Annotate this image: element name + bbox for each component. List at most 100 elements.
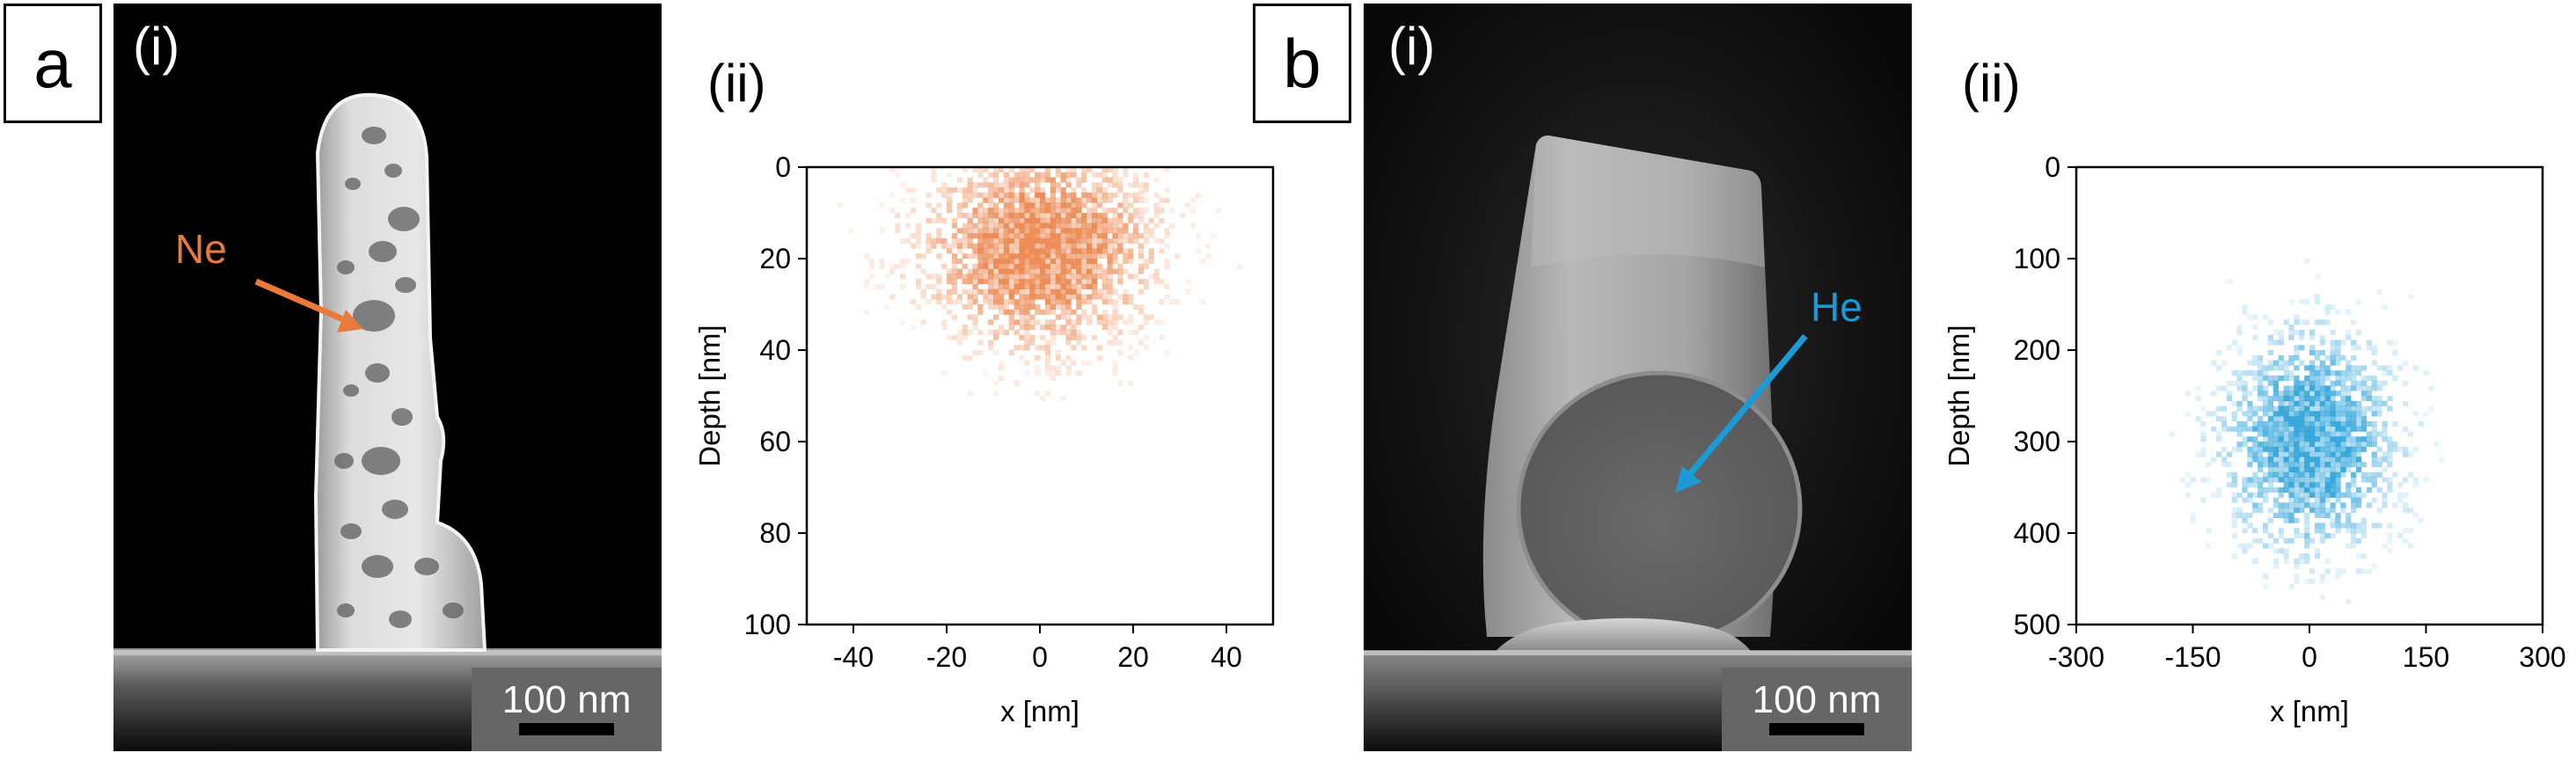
he-heatmap-cell: [2345, 446, 2352, 452]
he-heatmap-cell: [2294, 314, 2300, 320]
ne-heatmap-cell: [962, 289, 968, 295]
he-heatmap-cell: [2330, 482, 2336, 488]
ne-heatmap-cell: [1087, 314, 1093, 320]
he-heatmap-cell: [2299, 442, 2305, 448]
he-heatmap-cell: [2267, 406, 2274, 412]
he-heatmap-cell: [2184, 391, 2191, 397]
ne-heatmap-cell: [967, 228, 973, 234]
he-heatmap-cell: [2283, 477, 2289, 483]
he-heatmap-cell: [2403, 446, 2409, 452]
ne-heatmap-cell: [1008, 263, 1014, 269]
he-heatmap-cell: [2242, 426, 2248, 432]
he-heatmap-cell: [2314, 400, 2321, 406]
he-heatmap-cell: [2236, 442, 2243, 448]
he-heatmap-cell: [2340, 442, 2346, 448]
ne-heatmap-cell: [915, 223, 921, 229]
ne-heatmap-cell: [1107, 340, 1113, 346]
ne-heatmap-cell: [977, 279, 984, 285]
he-heatmap-cell: [2345, 334, 2352, 340]
he-heatmap-cell: [2412, 482, 2419, 488]
ne-heatmap-cell: [962, 243, 968, 249]
ne-heatmap-cell: [1143, 233, 1149, 239]
ne-heatmap-cell: [1003, 192, 1009, 198]
he-heatmap-cell: [2267, 340, 2274, 346]
he-heatmap-cell: [2356, 370, 2362, 376]
ne-heatmap-cell: [988, 192, 994, 198]
ne-heatmap-cell: [1040, 243, 1046, 249]
he-heatmap-cell: [2356, 365, 2362, 371]
ne-heatmap-cell: [1024, 213, 1030, 219]
ne-heatmap-cell: [972, 279, 978, 285]
ne-heatmap-cell: [868, 263, 875, 269]
ne-heatmap-cell: [1003, 238, 1009, 244]
he-heatmap-cell: [2294, 385, 2300, 391]
ne-heatmap-cell: [1138, 182, 1145, 188]
he-heatmap-cell: [2263, 406, 2269, 412]
he-heatmap-cell: [2345, 416, 2352, 422]
he-heatmap-cell: [2258, 375, 2264, 381]
he-heatmap-cell: [2304, 462, 2310, 468]
he-heatmap-cell: [2236, 329, 2243, 335]
he-heatmap-cell: [2335, 466, 2341, 472]
he-heatmap-cell: [2258, 487, 2264, 493]
he-heatmap-cell: [2387, 451, 2393, 457]
ne-heatmap-cell: [1164, 259, 1170, 265]
he-heatmap-cell: [2299, 553, 2305, 559]
ne-heatmap-cell: [1143, 208, 1149, 214]
he-heatmap-cell: [2304, 543, 2310, 549]
he-heatmap-cell: [2236, 385, 2243, 391]
ne-heatmap-cell: [1133, 213, 1139, 219]
ne-heatmap-cell: [1024, 263, 1030, 269]
he-heatmap-cell: [2330, 391, 2336, 397]
ne-heatmap-cell: [1050, 223, 1056, 229]
he-heatmap-cell: [2351, 375, 2357, 381]
he-heatmap-cell: [2345, 400, 2352, 406]
ne-heatmap-cell: [1148, 253, 1154, 259]
he-heatmap-cell: [2340, 426, 2346, 432]
ne-heatmap-cell: [967, 299, 973, 305]
ne-heatmap-cell: [962, 325, 968, 331]
he-heatmap-cell: [2242, 304, 2248, 311]
ne-heatmap-cell: [1107, 253, 1113, 259]
he-heatmap-cell: [2263, 436, 2269, 442]
ne-heatmap-cell: [1138, 233, 1145, 239]
ne-heatmap-cell: [1087, 217, 1093, 223]
ne-heatmap-cell: [1055, 233, 1061, 239]
ne-heatmap-cell: [1050, 329, 1056, 335]
ne-heatmap-cell: [1107, 217, 1113, 223]
ne-heatmap-cell: [904, 213, 911, 219]
he-heatmap-cell: [2314, 528, 2321, 534]
he-heatmap-cell: [2324, 400, 2331, 406]
ne-heatmap-cell: [1123, 253, 1129, 259]
ne-heatmap-cell: [1117, 177, 1123, 183]
ne-heatmap-cell: [972, 248, 978, 254]
ne-heatmap-cell: [1035, 365, 1041, 371]
he-heatmap-cell: [2319, 370, 2325, 376]
ne-heatmap-cell: [956, 340, 962, 346]
he-heatmap-cell: [2330, 487, 2336, 493]
he-heatmap-cell: [2351, 340, 2357, 346]
he-heatmap-cell: [2258, 365, 2264, 371]
he-heatmap-cell: [2278, 375, 2284, 381]
ne-heatmap-cell: [1091, 208, 1098, 214]
he-heatmap-cell: [2283, 360, 2289, 366]
he-heatmap-cell: [2314, 391, 2321, 397]
he-heatmap-cell: [2267, 400, 2274, 406]
ne-heatmap-cell: [1128, 238, 1134, 244]
ne-heatmap-cell: [1211, 233, 1217, 239]
ne-heatmap-cell: [1035, 263, 1041, 269]
ne-x-tick-label: -20: [926, 641, 967, 673]
ne-heatmap-cell: [988, 329, 994, 335]
ne-heatmap-cell: [1200, 259, 1206, 265]
he-heatmap-cell: [2252, 508, 2258, 514]
he-heatmap-cell: [2340, 400, 2346, 406]
ne-heatmap-cell: [988, 319, 994, 325]
ne-heatmap-cell: [1024, 223, 1030, 229]
he-heatmap-cell: [2206, 543, 2212, 549]
ne-heatmap-cell: [1107, 243, 1113, 249]
ne-heatmap-cell: [889, 268, 896, 274]
ne-heatmap-cell: [910, 197, 916, 203]
he-heatmap-cell: [2304, 380, 2310, 386]
he-heatmap-cell: [2314, 365, 2321, 371]
he-heatmap-cell: [2267, 482, 2274, 488]
